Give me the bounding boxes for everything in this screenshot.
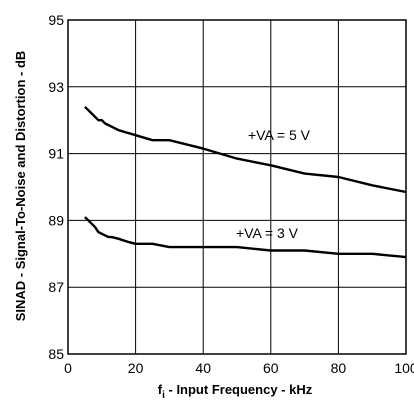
x-tick-label-80: 80 (331, 360, 347, 376)
x-tick-label-60: 60 (263, 360, 279, 376)
series-labels: +VA = 5 V +VA = 3 V (236, 127, 311, 241)
y-tick-label-93: 93 (48, 79, 64, 95)
series-label-0: +VA = 5 V (248, 127, 311, 143)
y-tick-label-95: 95 (48, 12, 64, 28)
y-tick-label-85: 85 (48, 346, 64, 362)
y-tick-label-89: 89 (48, 212, 64, 228)
x-tick-label-40: 40 (195, 360, 211, 376)
x-axis-title-suffix: - Input Frequency - kHz (165, 382, 313, 397)
series-line-0 (84, 105, 407, 194)
x-axis-title-prefix: f (158, 382, 163, 397)
y-tick-label-87: 87 (48, 279, 64, 295)
x-axis-title: fi - Input Frequency - kHz (158, 382, 313, 401)
plot-frame (67, 19, 407, 355)
series-line-1 (84, 216, 407, 259)
x-tick-label-0: 0 (64, 360, 72, 376)
x-tick-label-20: 20 (128, 360, 144, 376)
y-tick-label-91: 91 (48, 146, 64, 162)
grid-lines (67, 19, 407, 355)
series-lines (84, 105, 407, 259)
tick-labels: 0 20 40 60 80 100 85 87 89 91 93 95 (48, 12, 414, 376)
x-tick-label-100: 100 (394, 360, 414, 376)
y-axis-title: SINAD - Signal-To-Noise and Distortion -… (13, 51, 28, 322)
series-label-1: +VA = 3 V (236, 225, 299, 241)
x-axis-title-subscript: i (162, 390, 165, 401)
